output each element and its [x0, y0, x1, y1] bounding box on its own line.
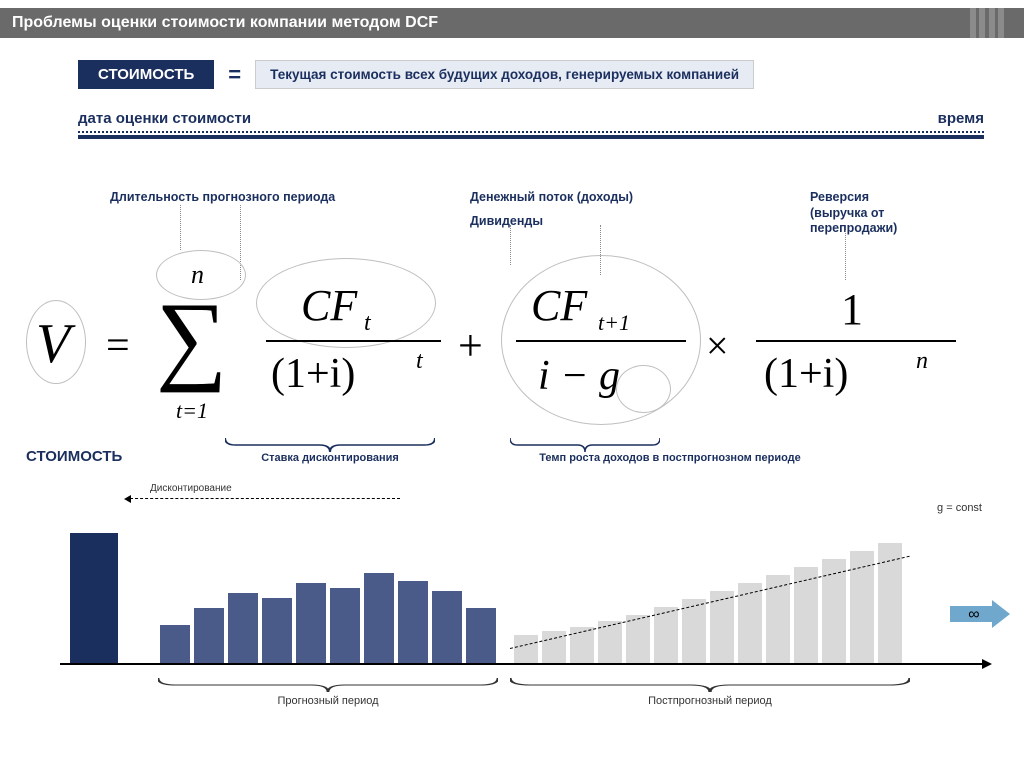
forecast-bar: [262, 598, 292, 663]
sym-CFt1-sub: t+1: [598, 310, 630, 336]
forecast-bar: [296, 583, 326, 663]
label-growth-rate: Темп роста доходов в постпрогнозном пери…: [500, 452, 840, 464]
forecast-bar: [228, 593, 258, 663]
infinity-symbol: ∞: [968, 606, 979, 623]
fracline-2: [516, 340, 686, 342]
brace-growth-rate: [510, 438, 660, 452]
sym-img: i − g: [538, 352, 620, 400]
dotted-connector: [180, 205, 181, 250]
sym-1pi-2: (1+i): [764, 350, 848, 398]
label-forecast-period: Прогнозный период: [158, 695, 498, 707]
value-bar: [70, 533, 118, 663]
post-bar: [654, 607, 678, 663]
sym-sup-t: t: [416, 348, 423, 375]
ellipse-g: [616, 365, 671, 413]
forecast-bar: [398, 581, 428, 663]
infinity-arrow: ∞: [950, 600, 1010, 628]
chart-x-axis-arrow-icon: [982, 659, 992, 669]
fracline-1: [266, 340, 441, 342]
sym-one: 1: [841, 284, 863, 335]
forecast-bar: [194, 608, 224, 663]
timeline: дата оценки стоимости время: [78, 110, 984, 139]
definition-rhs-box: Текущая стоимость всех будущих доходов, …: [255, 60, 754, 89]
sym-1pi-1: (1+i): [271, 350, 355, 398]
definition-row: СТОИМОСТЬ = Текущая стоимость всех будущ…: [78, 60, 754, 89]
sym-sigma: ∑: [156, 280, 227, 395]
label-reversion: Реверсия (выручка от перепродажи): [810, 190, 897, 237]
definition-lhs-box: СТОИМОСТЬ: [78, 60, 214, 89]
sym-CFt: CF: [301, 280, 357, 331]
definition-equals: =: [228, 62, 241, 88]
post-bar: [626, 615, 650, 663]
forecast-bar: [330, 588, 360, 663]
sym-eq: =: [106, 322, 130, 370]
forecast-bar: [432, 591, 462, 663]
cashflow-bar-chart: [70, 490, 984, 665]
sym-V: V: [36, 312, 70, 376]
fracline-3: [756, 340, 956, 342]
sym-CFt-sub: t: [364, 310, 371, 337]
label-post-period: Постпрогнозный период: [510, 695, 910, 707]
slide-title-bar: Проблемы оценки стоимости компании метод…: [0, 8, 1024, 38]
label-dividends: Дивиденды: [470, 214, 543, 230]
timeline-right-label: время: [938, 110, 984, 127]
brace-discount-rate: [225, 438, 435, 452]
sym-t1: t=1: [176, 398, 208, 424]
forecast-bar: [466, 608, 496, 663]
slide-title: Проблемы оценки стоимости компании метод…: [12, 8, 438, 38]
chart-x-axis: [60, 663, 989, 665]
label-cashflow: Денежный поток (доходы): [470, 190, 633, 206]
timeline-left-label: дата оценки стоимости: [78, 110, 251, 127]
brace-post-period: [510, 678, 910, 692]
forecast-bar: [160, 625, 190, 663]
dotted-connector: [510, 225, 511, 265]
sym-sup-n: n: [916, 348, 928, 375]
sym-times: ×: [706, 322, 729, 369]
label-cost: СТОИМОСТЬ: [26, 448, 122, 465]
label-forecast-length: Длительность прогнозного периода: [110, 190, 335, 206]
sym-CFt1: CF: [531, 280, 587, 331]
label-discount-rate: Ставка дисконтирования: [225, 452, 435, 464]
forecast-bar: [364, 573, 394, 663]
post-bar: [514, 635, 538, 663]
post-bar: [682, 599, 706, 663]
dcf-formula: V = n ∑ t=1 CF t (1+i) t + CF t+1 i − g …: [26, 270, 1004, 450]
sym-plus: +: [458, 320, 483, 371]
brace-forecast-period: [158, 678, 498, 692]
title-decor-stripes: [970, 8, 1004, 38]
